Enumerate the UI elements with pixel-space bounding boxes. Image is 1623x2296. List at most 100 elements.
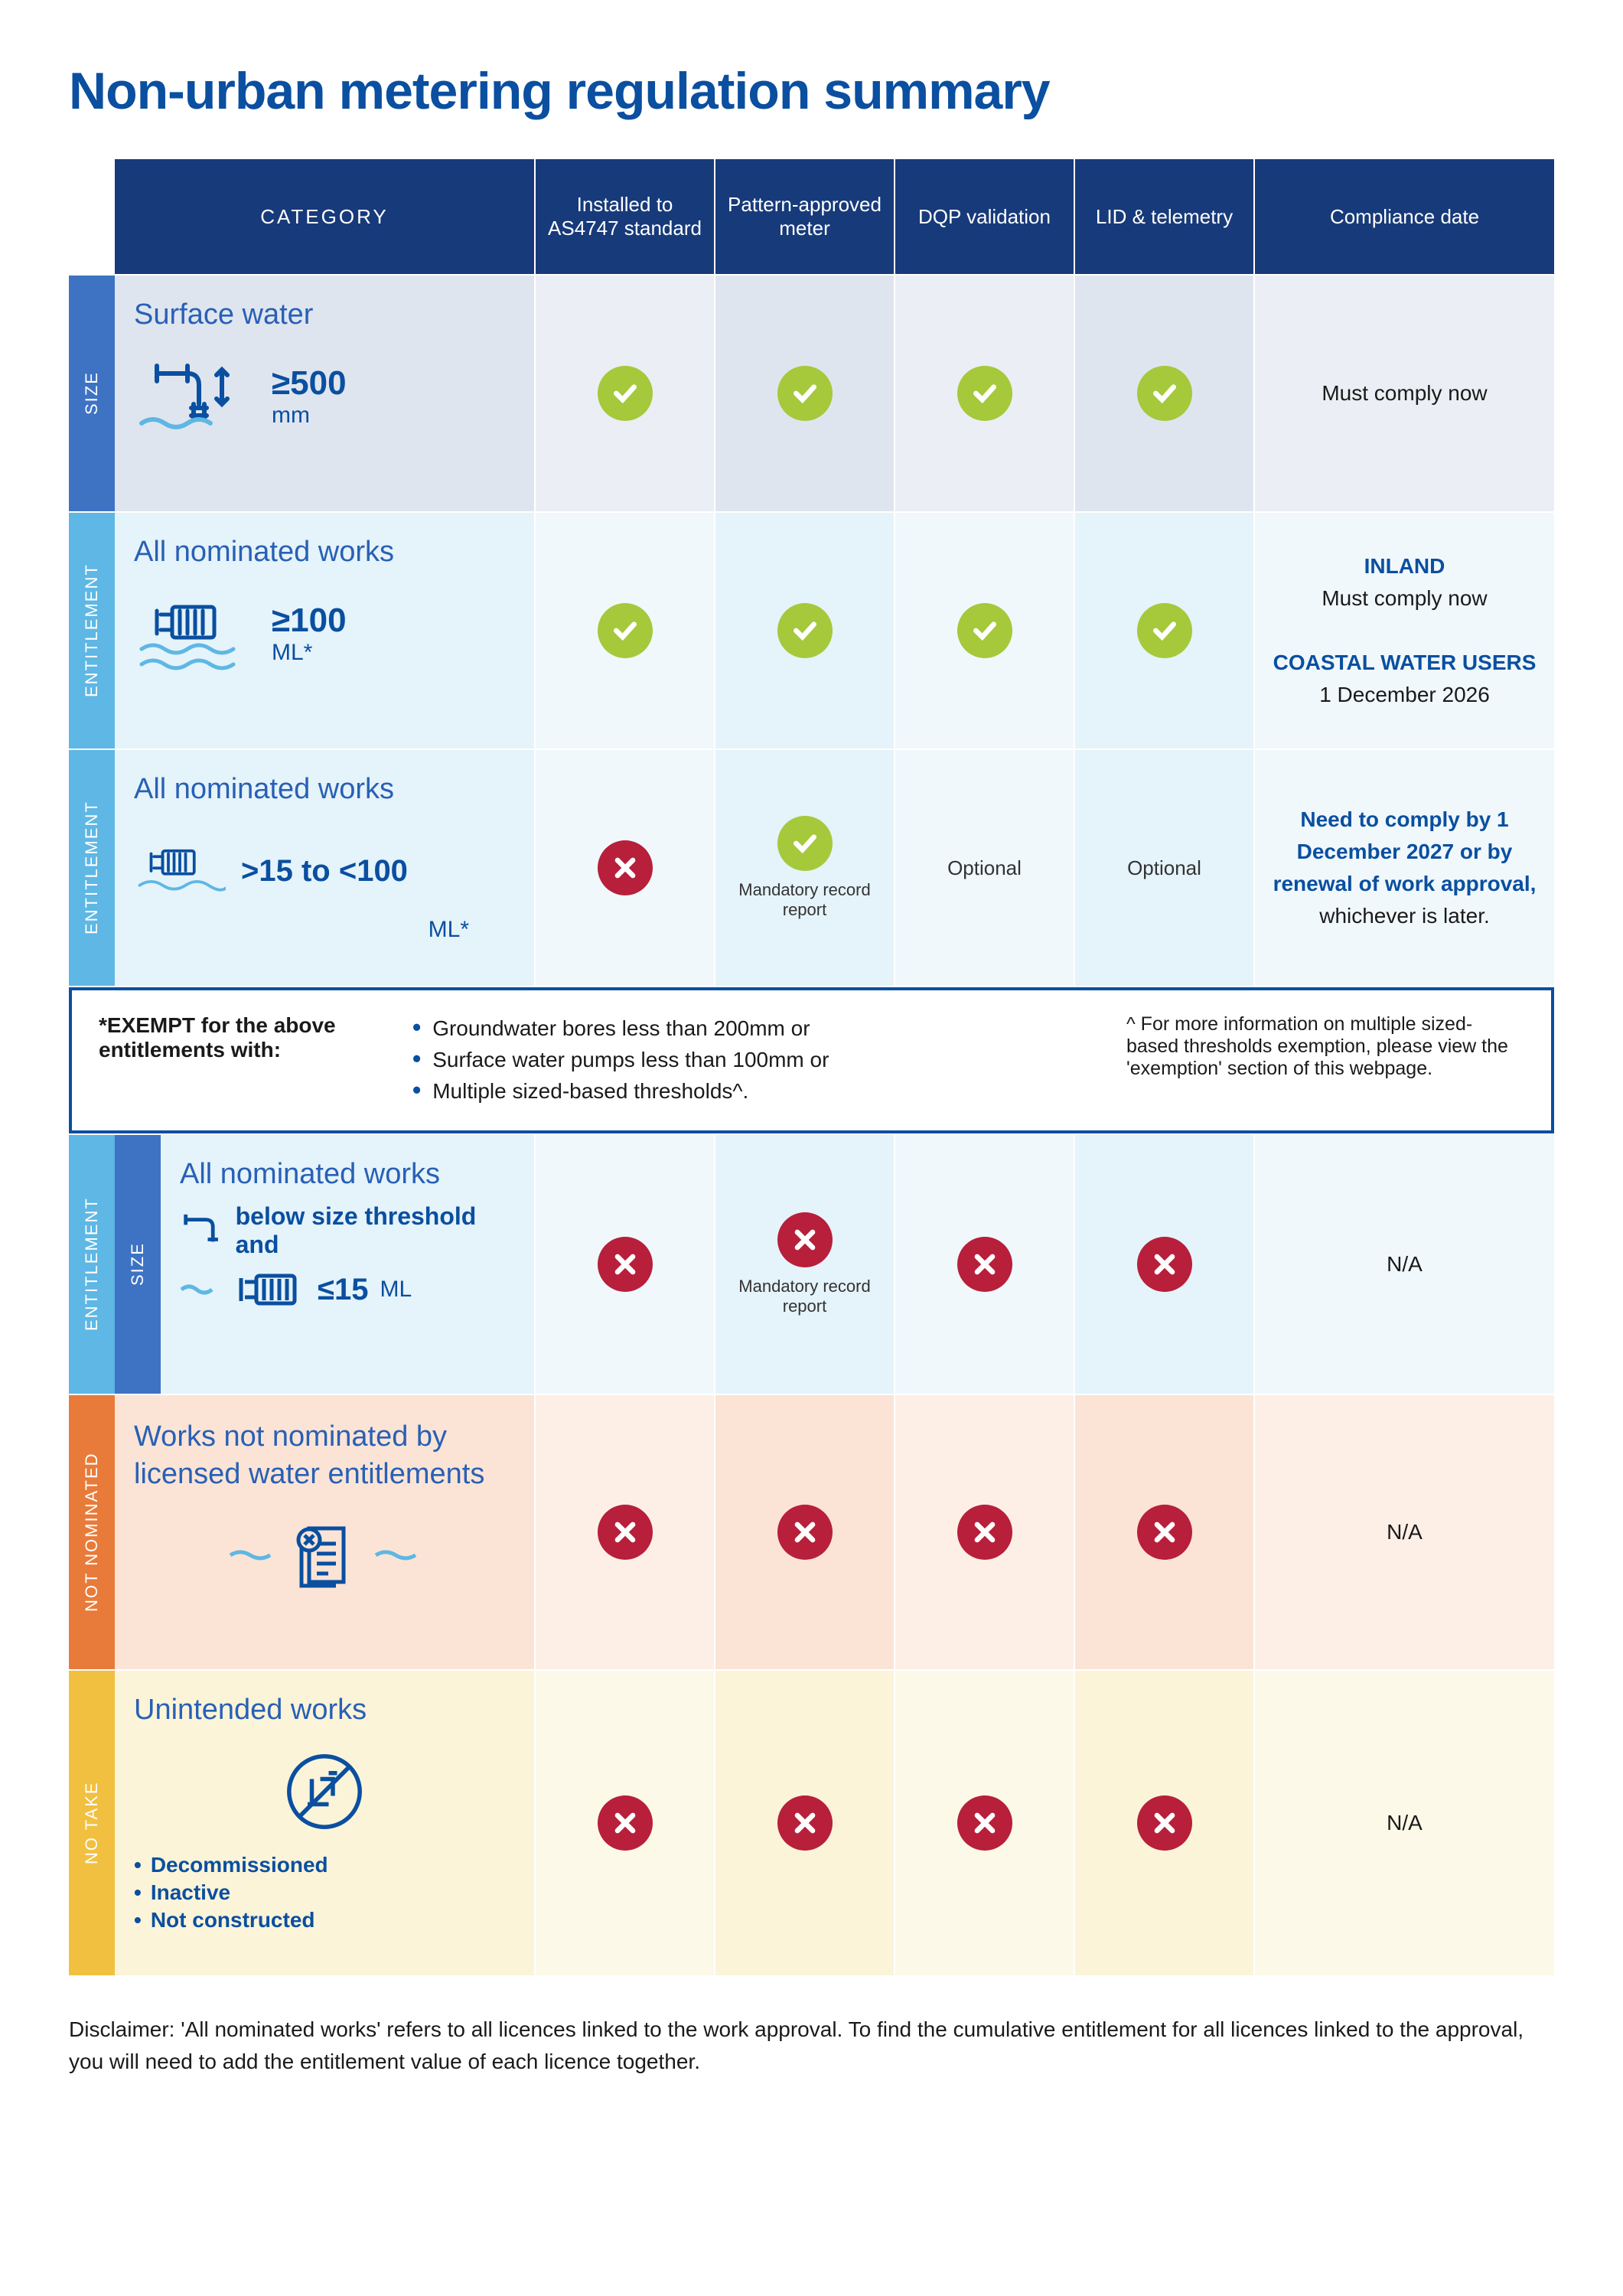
- bullet-list: Decommissioned Inactive Not constructed: [134, 1853, 328, 1936]
- cell-check: [1075, 513, 1255, 748]
- cat-title: All nominated works: [134, 536, 394, 569]
- cell-cross: [715, 1395, 895, 1669]
- row-not-nominated: NOT NOMINATED Works not nominated by lic…: [69, 1394, 1554, 1669]
- sub-text: below size threshold and: [236, 1202, 515, 1259]
- compliance-text: N/A: [1387, 1248, 1423, 1280]
- cell-cross: [895, 1135, 1075, 1394]
- spec-value: >15 to <100: [241, 854, 408, 889]
- compliance-text: INLAND Must comply now COASTAL WATER USE…: [1273, 550, 1537, 711]
- compliance-cell: N/A: [1255, 1395, 1554, 1669]
- cross-icon: [1137, 1505, 1192, 1560]
- compliance-plain: whichever is later.: [1319, 904, 1490, 928]
- cell-cross: [1075, 1135, 1255, 1394]
- cross-icon: [777, 1212, 833, 1267]
- bullet-item: Not constructed: [134, 1908, 328, 1932]
- bullet-item: Decommissioned: [134, 1853, 328, 1877]
- side-entitlement: ENTITLEMENT: [69, 513, 115, 748]
- exempt-list: Groundwater bores less than 200mm or Sur…: [412, 1013, 1096, 1107]
- check-icon: [777, 816, 833, 871]
- header-col4: LID & telemetry: [1075, 159, 1255, 274]
- cell-check-note: Mandatory record report: [715, 750, 895, 986]
- header-category: CATEGORY: [115, 159, 536, 274]
- compliance-text: N/A: [1387, 1807, 1423, 1839]
- table-header-row: CATEGORY Installed to AS4747 standard Pa…: [69, 159, 1554, 274]
- compliance-cell: N/A: [1255, 1135, 1554, 1394]
- cell-check: [895, 276, 1075, 511]
- cell-cross: [715, 1671, 895, 1975]
- spec-value: ≥100: [272, 602, 347, 640]
- cell-check: [536, 276, 715, 511]
- cell-optional: Optional: [1075, 750, 1255, 986]
- row-nom-100: ENTITLEMENT All nominated works ≥100 ML*: [69, 511, 1554, 748]
- regulation-table: CATEGORY Installed to AS4747 standard Pa…: [69, 159, 1554, 1975]
- exempt-lead: *EXEMPT for the above entitlements with:: [99, 1013, 382, 1062]
- optional-text: Optional: [1127, 856, 1201, 880]
- check-icon: [598, 603, 653, 658]
- cross-icon: [598, 1795, 653, 1851]
- cell-cross: [536, 1671, 715, 1975]
- compliance-text: N/A: [1387, 1516, 1423, 1548]
- row-below-threshold: ENTITLEMENT SIZE All nominated works bel…: [69, 1133, 1554, 1394]
- cell-cross: [536, 750, 715, 986]
- category-surface: Surface water ≥500 mm: [115, 276, 536, 511]
- cell-check: [895, 513, 1075, 748]
- cat-title: Surface water: [134, 298, 313, 331]
- spec-unit: ML: [380, 1277, 412, 1303]
- side-no-take: NO TAKE: [69, 1671, 115, 1975]
- header-compliance: Compliance date: [1255, 159, 1554, 274]
- spec-unit: ML*: [429, 917, 469, 942]
- inland-label: INLAND: [1364, 554, 1445, 578]
- exempt-item: Multiple sized-based thresholds^.: [412, 1076, 1096, 1104]
- cross-icon: [777, 1795, 833, 1851]
- category-notnom: Works not nominated by licensed water en…: [115, 1395, 536, 1669]
- cell-check: [715, 513, 895, 748]
- cross-icon: [598, 840, 653, 895]
- cat-title: Unintended works: [134, 1694, 367, 1727]
- spec-value: ≤15: [318, 1273, 368, 1307]
- cell-cross-note: Mandatory record report: [715, 1135, 895, 1394]
- cross-icon: [1137, 1795, 1192, 1851]
- side-not-nominated: NOT NOMINATED: [69, 1395, 115, 1669]
- check-icon: [1137, 603, 1192, 658]
- no-pump-icon: [282, 1750, 367, 1834]
- row-surface-water: SIZE Surface water ≥500 mm: [69, 274, 1554, 511]
- category-nom15: All nominated works >15 to <100 ML*: [115, 750, 536, 986]
- cross-icon: [598, 1237, 653, 1292]
- cell-cross: [1075, 1395, 1255, 1669]
- header-spacer: [69, 159, 115, 274]
- pipe-icon: [180, 1208, 224, 1254]
- spec-unit: mm: [272, 403, 310, 429]
- row-nom-15-100: ENTITLEMENT All nominated works >15 to <…: [69, 748, 1554, 986]
- cat-title: All nominated works: [134, 773, 394, 806]
- cross-icon: [957, 1505, 1012, 1560]
- category-notake: Unintended works Decommissioned Inactive…: [115, 1671, 536, 1975]
- compliance-cell: INLAND Must comply now COASTAL WATER USE…: [1255, 513, 1554, 748]
- exempt-item: Surface water pumps less than 100mm or: [412, 1045, 1096, 1073]
- side-size: SIZE: [115, 1135, 161, 1394]
- cross-icon: [777, 1505, 833, 1560]
- page-title: Non-urban metering regulation summary: [69, 61, 1554, 121]
- header-col1: Installed to AS4747 standard: [536, 159, 715, 274]
- cell-check: [536, 513, 715, 748]
- pump-meter-icon: [134, 588, 256, 680]
- optional-text: Optional: [947, 856, 1022, 880]
- header-col3: DQP validation: [895, 159, 1075, 274]
- cell-cross: [536, 1395, 715, 1669]
- disclaimer: Disclaimer: 'All nominated works' refers…: [69, 2014, 1554, 2078]
- bullet-item: Inactive: [134, 1880, 328, 1905]
- compliance-cell: Must comply now: [1255, 276, 1554, 511]
- check-icon: [1137, 366, 1192, 421]
- category-below: All nominated works below size threshold…: [161, 1135, 536, 1394]
- cell-optional: Optional: [895, 750, 1075, 986]
- cross-icon: [957, 1237, 1012, 1292]
- document-cross-icon: [286, 1517, 363, 1593]
- side-entitlement: ENTITLEMENT: [69, 1135, 115, 1394]
- exempt-note: ^ For more information on multiple sized…: [1126, 1013, 1524, 1080]
- cell-cross: [895, 1671, 1075, 1975]
- cat-title: All nominated works: [180, 1158, 440, 1191]
- sub-note: Mandatory record report: [731, 1277, 878, 1316]
- check-icon: [957, 603, 1012, 658]
- check-icon: [777, 366, 833, 421]
- cell-cross: [895, 1395, 1075, 1669]
- compliance-text: Must comply now: [1322, 377, 1487, 409]
